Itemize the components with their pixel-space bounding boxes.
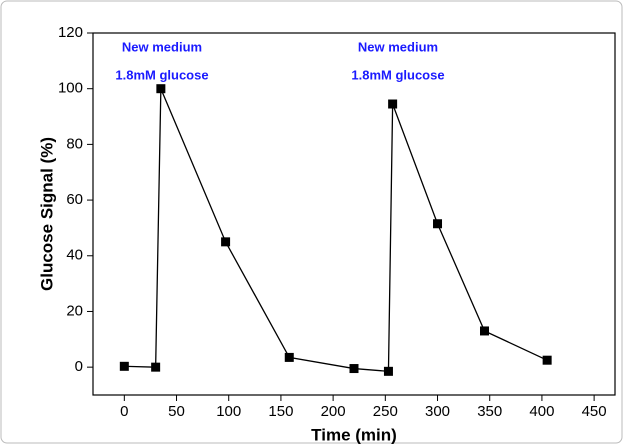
y-tick-label: 120 [58,24,83,41]
x-tick-label: 450 [582,403,607,420]
data-point [383,366,393,376]
x-tick-label: 100 [216,403,241,420]
data-point [156,84,166,94]
data-point [542,355,552,365]
y-tick-label: 80 [66,135,83,152]
y-tick-label: 0 [75,358,83,375]
annotation: New medium [122,39,202,54]
data-point [349,364,359,374]
x-tick-label: 0 [120,403,128,420]
x-tick-label: 150 [268,403,293,420]
x-tick-label: 250 [373,403,398,420]
data-point [119,361,129,371]
data-point [480,326,489,336]
annotation: 1.8mM glucose [115,67,208,82]
x-tick-label: 200 [321,403,346,420]
y-tick-label: 100 [58,80,83,97]
annotation: New medium [358,39,438,54]
x-tick-label: 400 [529,403,554,420]
y-tick-label: 20 [66,302,83,319]
plot-frame [92,32,616,396]
y-tick-label: 60 [66,191,83,208]
y-axis-label: Glucose Signal (%) [37,137,56,291]
x-tick-label: 50 [168,403,185,420]
data-point [151,362,161,372]
y-tick-label: 40 [66,247,83,264]
x-tick-label: 300 [425,403,450,420]
x-tick-label: 350 [477,403,502,420]
data-point [388,99,398,109]
data-point [284,352,294,362]
data-point [221,237,231,247]
data-point [433,219,443,229]
annotation: 1.8mM glucose [351,67,444,82]
x-axis-label: Time (min) [311,425,397,444]
